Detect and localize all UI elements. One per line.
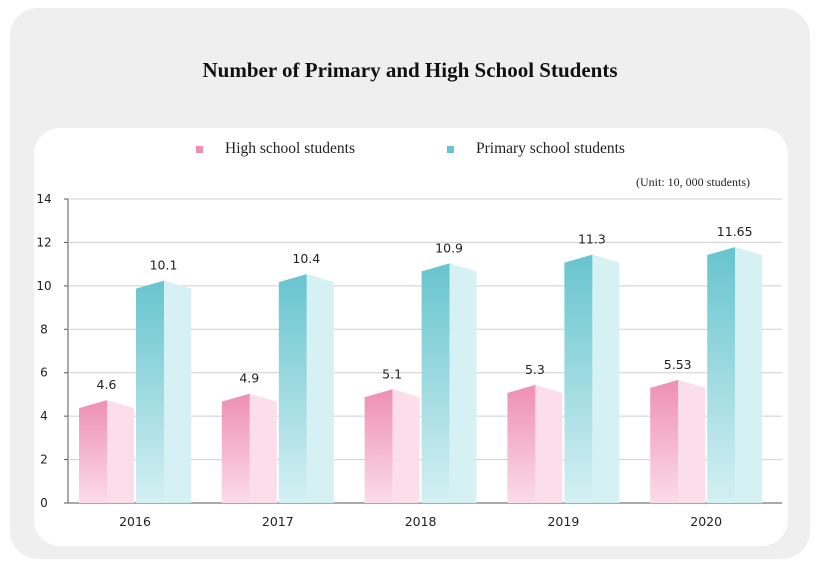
legend-item-high-school: High school students bbox=[196, 140, 355, 158]
bar-high-school-2017-right-face bbox=[249, 393, 277, 503]
x-tick-label: 2019 bbox=[547, 514, 579, 529]
data-label: 4.9 bbox=[239, 371, 259, 386]
data-label: 10.1 bbox=[150, 258, 178, 273]
legend-item-primary-school: Primary school students bbox=[447, 140, 625, 158]
bar-high-school-2018-right-face bbox=[392, 389, 420, 503]
bar-high-school-2018-left-face bbox=[364, 389, 393, 503]
data-label: 4.6 bbox=[97, 377, 117, 392]
bar-layer bbox=[79, 247, 763, 503]
data-label: 10.4 bbox=[292, 251, 320, 266]
label-layer: 0 2 4 6 8 10 12 14 4.6 10.1 2016 4.9 10.4 2017 5.1 10.9… bbox=[36, 192, 752, 529]
bar-high-school-2016-left-face bbox=[79, 400, 107, 503]
bar-high-school-2019-right-face bbox=[535, 384, 563, 503]
data-label: 11.3 bbox=[578, 232, 606, 247]
x-tick-label: 2020 bbox=[690, 514, 722, 529]
x-tick-label: 2018 bbox=[405, 514, 437, 529]
chart-title: Number of Primary and High School Studen… bbox=[202, 58, 618, 82]
bar-primary-school-2019-left-face bbox=[564, 254, 593, 503]
legend-swatch-primary-school bbox=[447, 145, 454, 153]
y-tick-label: 2 bbox=[40, 453, 48, 467]
y-tick-label: 4 bbox=[40, 409, 48, 423]
bar-primary-school-2018-left-face bbox=[421, 263, 450, 503]
y-tick-label: 8 bbox=[40, 322, 48, 336]
x-tick-label: 2017 bbox=[262, 514, 294, 529]
y-tick-label: 14 bbox=[36, 192, 51, 206]
bar-primary-school-2020-left-face bbox=[707, 247, 736, 503]
bar-primary-school-2016-left-face bbox=[136, 280, 164, 503]
legend-label-primary-school: Primary school students bbox=[476, 140, 625, 157]
legend: High school students Primary school stud… bbox=[0, 140, 820, 160]
unit-note: (Unit: 10, 000 students) bbox=[636, 175, 750, 189]
data-label: 11.65 bbox=[717, 224, 753, 239]
y-tick-label: 10 bbox=[36, 279, 51, 293]
bar-high-school-2019-left-face bbox=[507, 384, 536, 503]
bar-primary-school-2018-right-face bbox=[449, 263, 477, 503]
x-tick-label: 2016 bbox=[119, 514, 151, 529]
bar-primary-school-2017-left-face bbox=[278, 274, 307, 503]
bar-high-school-2020-left-face bbox=[650, 379, 679, 503]
bar-primary-school-2019-right-face bbox=[592, 254, 620, 503]
data-label: 5.53 bbox=[664, 357, 692, 372]
y-tick-label: 12 bbox=[36, 235, 51, 249]
bar-high-school-2016-right-face bbox=[107, 400, 134, 503]
legend-label-high-school: High school students bbox=[225, 140, 356, 157]
bar-primary-school-2020-right-face bbox=[735, 247, 763, 503]
data-label: 5.3 bbox=[525, 362, 545, 377]
bar-high-school-2020-right-face bbox=[678, 379, 706, 503]
bar-primary-school-2017-right-face bbox=[306, 274, 334, 503]
y-tick-label: 6 bbox=[40, 366, 48, 380]
data-label: 5.1 bbox=[382, 366, 402, 381]
data-label: 10.9 bbox=[435, 240, 463, 255]
legend-swatch-high-school bbox=[196, 145, 203, 153]
bar-primary-school-2016-right-face bbox=[164, 280, 191, 503]
bar-high-school-2017-left-face bbox=[221, 393, 250, 503]
y-tick-label: 0 bbox=[40, 496, 48, 510]
